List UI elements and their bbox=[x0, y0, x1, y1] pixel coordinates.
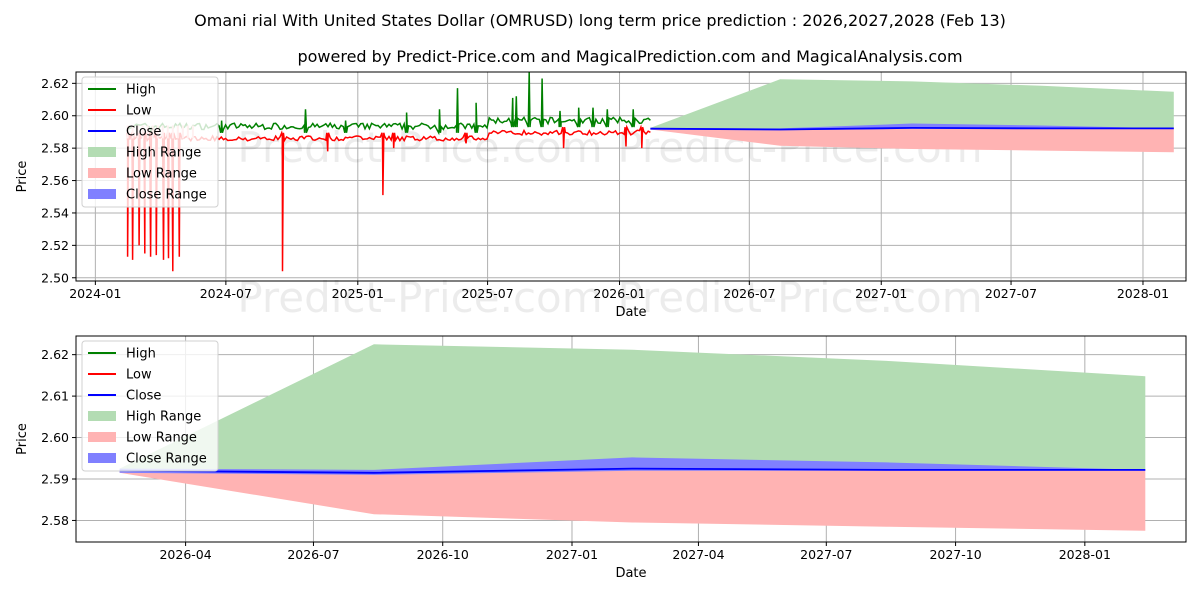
x-tick-label: 2028-01 bbox=[1117, 286, 1169, 301]
legend-label-high: High bbox=[126, 347, 156, 362]
y-tick-label: 2.62 bbox=[41, 347, 69, 362]
legend-swatch-low-range bbox=[88, 168, 116, 178]
legend-swatch-close-range bbox=[88, 189, 116, 199]
watermark: Predict-Price.com bbox=[617, 273, 982, 322]
legend-label-close: Close bbox=[126, 389, 161, 404]
legend-label-high: High bbox=[126, 83, 156, 98]
legend-label-close-range: Close Range bbox=[126, 452, 207, 467]
x-tick-label: 2025-07 bbox=[461, 286, 513, 301]
high-range-band bbox=[119, 344, 1146, 473]
legend-label-close-range: Close Range bbox=[126, 188, 207, 203]
chart-title: Omani rial With United States Dollar (OM… bbox=[194, 11, 1006, 30]
y-tick-label: 2.59 bbox=[41, 471, 69, 486]
x-tick-label: 2027-07 bbox=[985, 286, 1037, 301]
legend-label-low-range: Low Range bbox=[126, 167, 197, 182]
legend-swatch-high-range bbox=[88, 147, 116, 157]
x-tick-label: 2025-01 bbox=[332, 286, 384, 301]
watermark: Predict-Price.com bbox=[237, 123, 602, 172]
x-tick-label: 2028-01 bbox=[1059, 547, 1111, 562]
low-range-band bbox=[650, 127, 1174, 153]
legend: High Low Close High Range Low Range Close Ran… bbox=[81, 76, 219, 208]
x-axis-label: Date bbox=[615, 305, 646, 320]
legend-label-close: Close bbox=[126, 125, 161, 140]
x-tick-label: 2026-07 bbox=[287, 547, 339, 562]
x-tick-label: 2026-01 bbox=[593, 286, 645, 301]
x-tick-label: 2026-07 bbox=[723, 286, 775, 301]
x-tick-label: 2024-01 bbox=[69, 286, 121, 301]
top-chart-panel: Predict-Price.com Predict-Price.com Predic… bbox=[15, 71, 1187, 322]
legend: High Low Close High Range Low Range Close Ran… bbox=[81, 340, 219, 472]
legend-label-low: Low bbox=[126, 104, 152, 119]
y-tick-label: 2.60 bbox=[41, 108, 69, 123]
y-tick-label: 2.50 bbox=[41, 270, 69, 285]
plot-frame bbox=[75, 71, 1187, 282]
legend-label-high-range: High Range bbox=[126, 146, 201, 161]
y-tick-label: 2.61 bbox=[41, 389, 69, 404]
y-tick-label: 2.58 bbox=[41, 513, 69, 528]
close-prediction-line bbox=[119, 467, 1146, 474]
x-tick-label: 2026-10 bbox=[417, 547, 469, 562]
x-axis-label: Date bbox=[615, 566, 646, 581]
y-tick-label: 2.56 bbox=[41, 173, 69, 188]
x-tick-label: 2027-07 bbox=[800, 547, 852, 562]
legend-label-low: Low bbox=[126, 368, 152, 383]
close-prediction-line bbox=[650, 126, 1174, 131]
y-tick-label: 2.60 bbox=[41, 430, 69, 445]
legend-label-high-range: High Range bbox=[126, 410, 201, 425]
chart-subtitle: powered by Predict-Price.com and Magical… bbox=[297, 47, 962, 66]
high-history-line bbox=[127, 72, 651, 136]
y-axis-label: Price bbox=[15, 161, 30, 193]
legend-swatch-low-range bbox=[88, 432, 116, 442]
y-tick-label: 2.54 bbox=[41, 205, 69, 220]
x-tick-label: 2027-04 bbox=[672, 547, 724, 562]
y-tick-label: 2.58 bbox=[41, 141, 69, 156]
legend-swatch-high-range bbox=[88, 411, 116, 421]
low-range-band bbox=[119, 468, 1146, 531]
y-tick-label: 2.52 bbox=[41, 238, 69, 253]
plot-frame bbox=[75, 335, 1187, 543]
y-tick-label: 2.62 bbox=[41, 76, 69, 91]
x-tick-label: 2026-04 bbox=[159, 547, 211, 562]
legend-label-low-range: Low Range bbox=[126, 431, 197, 446]
bottom-chart-panel: Predict-Price.comPredict-Price.com2026-0… bbox=[15, 335, 1187, 581]
x-tick-label: 2024-07 bbox=[200, 286, 252, 301]
watermark: Predict-Price.com bbox=[237, 273, 602, 322]
legend-swatch-close-range bbox=[88, 453, 116, 463]
x-tick-label: 2027-01 bbox=[546, 547, 598, 562]
high-range-band bbox=[650, 79, 1174, 130]
y-axis-label: Price bbox=[15, 423, 30, 455]
x-tick-label: 2027-01 bbox=[855, 286, 907, 301]
x-tick-label: 2027-10 bbox=[929, 547, 981, 562]
